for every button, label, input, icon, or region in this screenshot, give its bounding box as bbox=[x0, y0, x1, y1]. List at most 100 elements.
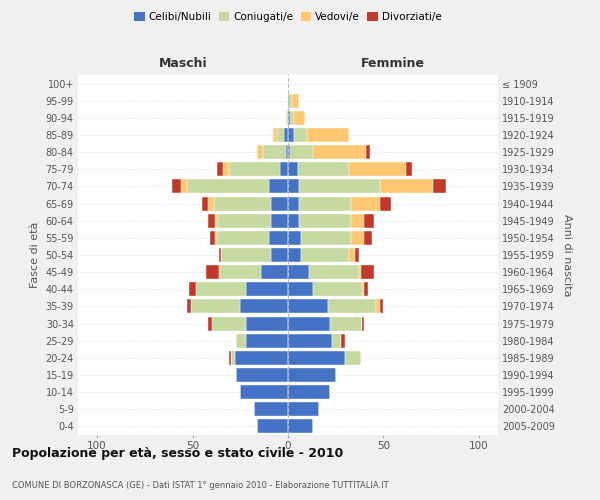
Bar bbox=[294, 111, 305, 125]
Bar bbox=[362, 316, 364, 330]
Bar bbox=[361, 265, 374, 279]
Bar bbox=[212, 316, 246, 330]
Bar bbox=[196, 282, 246, 296]
Bar bbox=[288, 248, 301, 262]
Bar bbox=[299, 214, 351, 228]
Bar bbox=[288, 402, 319, 416]
Bar bbox=[208, 316, 212, 330]
Bar bbox=[288, 94, 292, 108]
Bar bbox=[206, 265, 219, 279]
Bar bbox=[292, 94, 299, 108]
Bar bbox=[288, 214, 299, 228]
Bar bbox=[433, 180, 446, 194]
Bar bbox=[351, 214, 364, 228]
Bar bbox=[290, 111, 294, 125]
Bar bbox=[261, 265, 288, 279]
Bar bbox=[380, 196, 391, 210]
Bar bbox=[364, 282, 368, 296]
Bar bbox=[288, 334, 332, 347]
Bar bbox=[284, 128, 288, 142]
Bar bbox=[223, 162, 229, 176]
Bar bbox=[240, 385, 288, 399]
Y-axis label: Anni di nascita: Anni di nascita bbox=[562, 214, 572, 296]
Bar bbox=[269, 231, 288, 245]
Bar bbox=[298, 162, 349, 176]
Bar bbox=[288, 231, 301, 245]
Bar bbox=[288, 180, 299, 194]
Y-axis label: Fasce di età: Fasce di età bbox=[30, 222, 40, 288]
Bar bbox=[271, 196, 288, 210]
Bar bbox=[187, 180, 269, 194]
Bar bbox=[254, 402, 288, 416]
Bar bbox=[288, 420, 313, 434]
Bar bbox=[345, 351, 361, 365]
Bar bbox=[246, 316, 288, 330]
Bar bbox=[280, 162, 288, 176]
Bar bbox=[217, 231, 269, 245]
Bar bbox=[208, 196, 214, 210]
Bar bbox=[172, 180, 181, 194]
Bar bbox=[288, 300, 328, 314]
Bar bbox=[309, 265, 359, 279]
Bar bbox=[219, 265, 261, 279]
Bar bbox=[307, 128, 349, 142]
Bar bbox=[380, 180, 433, 194]
Bar bbox=[240, 300, 288, 314]
Bar bbox=[313, 145, 366, 159]
Bar bbox=[359, 265, 361, 279]
Bar bbox=[364, 231, 372, 245]
Text: Maschi: Maschi bbox=[158, 57, 208, 70]
Bar bbox=[246, 282, 288, 296]
Bar bbox=[294, 128, 307, 142]
Bar bbox=[288, 351, 345, 365]
Bar bbox=[288, 162, 298, 176]
Bar bbox=[210, 231, 215, 245]
Bar bbox=[246, 334, 288, 347]
Bar bbox=[362, 282, 364, 296]
Bar bbox=[181, 180, 187, 194]
Bar bbox=[349, 248, 355, 262]
Bar bbox=[231, 351, 235, 365]
Bar bbox=[235, 351, 288, 365]
Bar bbox=[271, 248, 288, 262]
Bar bbox=[187, 300, 191, 314]
Bar bbox=[288, 316, 330, 330]
Bar bbox=[290, 145, 313, 159]
Bar bbox=[257, 420, 288, 434]
Text: Femmine: Femmine bbox=[361, 57, 425, 70]
Bar bbox=[217, 162, 223, 176]
Bar bbox=[299, 196, 351, 210]
Bar bbox=[288, 128, 294, 142]
Bar bbox=[215, 214, 217, 228]
Bar bbox=[288, 265, 309, 279]
Bar bbox=[221, 248, 271, 262]
Text: Popolazione per età, sesso e stato civile - 2010: Popolazione per età, sesso e stato civil… bbox=[12, 448, 343, 460]
Bar bbox=[355, 248, 359, 262]
Bar bbox=[263, 145, 286, 159]
Bar bbox=[202, 196, 208, 210]
Bar bbox=[269, 180, 288, 194]
Bar bbox=[376, 300, 380, 314]
Bar bbox=[341, 334, 345, 347]
Bar bbox=[217, 214, 271, 228]
Bar bbox=[301, 248, 349, 262]
Bar bbox=[277, 128, 284, 142]
Bar bbox=[364, 214, 374, 228]
Bar bbox=[214, 196, 271, 210]
Text: COMUNE DI BORZONASCA (GE) - Dati ISTAT 1° gennaio 2010 - Elaborazione TUTTITALIA: COMUNE DI BORZONASCA (GE) - Dati ISTAT 1… bbox=[12, 480, 389, 490]
Bar bbox=[219, 248, 221, 262]
Bar bbox=[286, 111, 288, 125]
Bar bbox=[349, 162, 406, 176]
Bar bbox=[236, 368, 288, 382]
Bar bbox=[236, 334, 246, 347]
Bar bbox=[301, 231, 351, 245]
Bar bbox=[330, 316, 362, 330]
Bar bbox=[229, 162, 280, 176]
Bar bbox=[380, 300, 383, 314]
Bar bbox=[299, 180, 380, 194]
Bar bbox=[288, 368, 336, 382]
Bar bbox=[257, 145, 263, 159]
Bar bbox=[332, 334, 341, 347]
Bar bbox=[288, 385, 330, 399]
Bar bbox=[189, 282, 196, 296]
